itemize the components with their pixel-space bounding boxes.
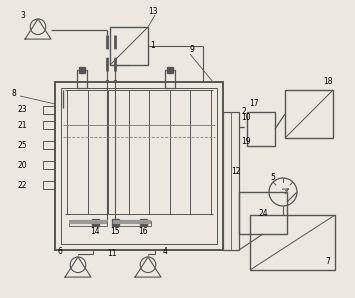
Text: 8: 8	[12, 89, 17, 97]
Bar	[110, 27, 148, 65]
Text: 16: 16	[138, 227, 148, 237]
Text: 9: 9	[190, 46, 195, 55]
Bar	[43, 121, 55, 129]
Bar	[79, 67, 85, 73]
Bar	[250, 215, 335, 270]
Bar	[61, 88, 217, 244]
Bar	[77, 70, 87, 88]
Text: 10: 10	[241, 113, 251, 122]
Text: 3: 3	[20, 10, 25, 19]
Text: 13: 13	[148, 7, 158, 16]
Text: 15: 15	[110, 227, 120, 237]
Bar	[285, 90, 333, 138]
Text: 22: 22	[17, 181, 27, 190]
Bar	[113, 221, 151, 226]
Text: 2: 2	[241, 108, 246, 117]
Text: 23: 23	[17, 105, 27, 114]
Bar	[223, 112, 239, 250]
Text: 17: 17	[249, 100, 259, 108]
Bar	[247, 112, 275, 146]
Bar	[92, 218, 98, 226]
Bar	[111, 218, 119, 226]
Text: 6: 6	[58, 248, 63, 257]
Text: 7: 7	[325, 257, 330, 266]
Text: 11: 11	[107, 249, 116, 258]
Bar	[167, 67, 173, 73]
Text: 24: 24	[258, 209, 268, 218]
Text: 20: 20	[17, 161, 27, 170]
Bar	[55, 82, 223, 250]
Bar	[43, 106, 55, 114]
Text: 25: 25	[17, 140, 27, 150]
Bar	[43, 181, 55, 189]
Text: 18: 18	[323, 77, 333, 86]
Text: 14: 14	[90, 227, 100, 237]
Text: 21: 21	[17, 120, 27, 130]
Bar	[69, 221, 107, 226]
Bar	[43, 141, 55, 149]
Text: 1: 1	[150, 41, 155, 50]
Bar	[165, 70, 175, 88]
Text: 5: 5	[270, 173, 275, 182]
Bar	[140, 218, 147, 226]
Text: 12: 12	[231, 167, 240, 176]
Text: 4: 4	[163, 248, 168, 257]
Bar	[239, 192, 287, 234]
Text: 19: 19	[241, 137, 251, 147]
Bar	[43, 161, 55, 169]
